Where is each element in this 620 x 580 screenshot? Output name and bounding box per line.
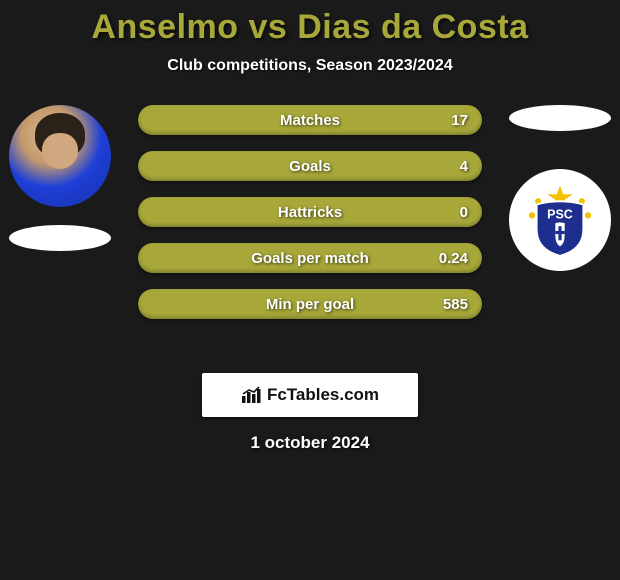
stat-label: Goals (289, 158, 331, 175)
stat-value-right: 0.24 (439, 250, 468, 267)
stat-row: Goals 4 (138, 151, 482, 181)
stat-row: Min per goal 585 (138, 289, 482, 319)
stat-value-right: 17 (451, 112, 468, 129)
page-title: Anselmo vs Dias da Costa (0, 0, 620, 47)
player-right-column: PSC (505, 105, 615, 271)
player-right-top-ellipse (509, 105, 611, 131)
stat-label: Matches (280, 112, 340, 129)
player-right-club-badge: PSC (509, 169, 611, 271)
stat-bars: Matches 17 Goals 4 Hattricks 0 Goals per… (138, 105, 482, 335)
player-left-avatar (9, 105, 111, 207)
svg-text:PSC: PSC (547, 207, 573, 221)
stat-value-right: 4 (460, 158, 468, 175)
season-subtitle: Club competitions, Season 2023/2024 (0, 57, 620, 75)
stat-value-right: 585 (443, 296, 468, 313)
branding-text: FcTables.com (267, 385, 379, 405)
stat-label: Goals per match (251, 250, 369, 267)
branding-box[interactable]: FcTables.com (202, 373, 418, 417)
stat-row: Matches 17 (138, 105, 482, 135)
club-crest-icon: PSC (521, 181, 599, 259)
stat-value-right: 0 (460, 204, 468, 221)
stat-row: Hattricks 0 (138, 197, 482, 227)
branding-label: FcTables.com (241, 385, 379, 405)
stat-row: Goals per match 0.24 (138, 243, 482, 273)
comparison-panel: PSC Matches 17 Goals 4 Hattricks 0 Goals… (0, 105, 620, 365)
stat-label: Min per goal (266, 296, 354, 313)
bar-chart-icon (241, 386, 263, 404)
player-left-club-ellipse (9, 225, 111, 251)
player-left-column (5, 105, 115, 251)
date-label: 1 october 2024 (0, 433, 620, 453)
stat-label: Hattricks (278, 204, 342, 221)
